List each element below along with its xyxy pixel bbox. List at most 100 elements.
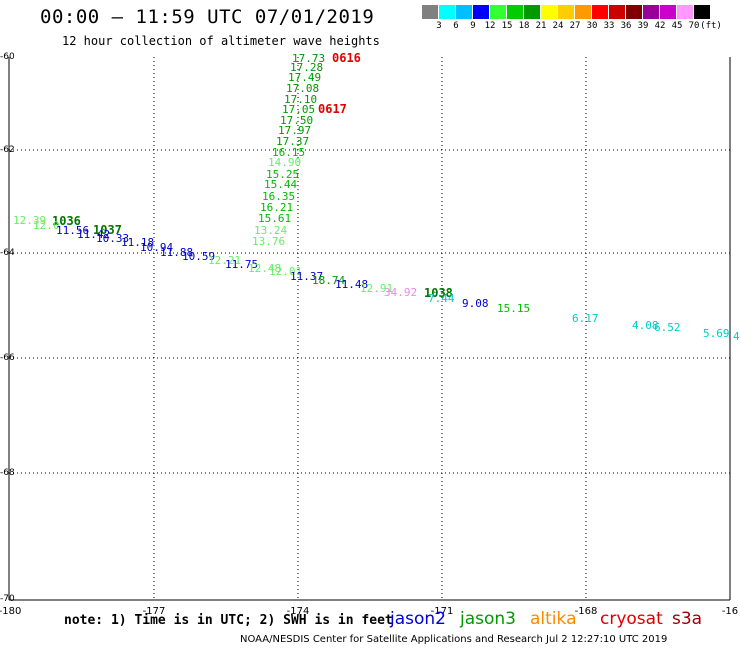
wave-height-label: 17.28 [290,61,323,74]
color-swatch [660,5,677,19]
color-swatch [592,5,609,19]
wave-height-label: 7.44 [428,292,455,305]
y-tick-label: -68 [0,468,15,478]
color-swatch [558,5,575,19]
pass-time-label: 0617 [318,102,347,116]
wave-height-label: 11.75 [225,258,258,271]
wave-height-label: 17.49 [288,71,321,84]
wave-height-label: 14.90 [268,156,301,169]
wave-height-label: 17.05 [282,103,315,116]
color-scale [422,5,711,19]
wave-height-label: 12.21 [208,254,241,267]
color-swatch [643,5,660,19]
color-scale-label: 12 [484,21,496,31]
wave-height-label: 17.10 [284,93,317,106]
wave-height-label: 15.61 [258,212,291,225]
pass-time-label: 1038 [424,286,453,300]
color-swatch [609,5,626,19]
color-swatch [473,5,490,19]
wave-height-label: 11.56 [56,224,89,237]
y-tick-label: -62 [0,145,15,155]
color-swatch [456,5,473,19]
wave-height-label: 17.50 [280,114,313,127]
wave-height-label: 16.35 [262,190,295,203]
wave-height-label: 13.24 [254,224,287,237]
color-swatch [541,5,558,19]
color-scale-label: 39 [637,21,649,31]
legend-item-s3a: s3a [672,609,703,629]
color-scale-label: 36 [620,21,632,31]
color-scale-label: 21 [535,21,547,31]
wave-height-label: 12.0 [33,219,60,232]
color-scale-label: 9 [470,21,476,31]
legend-item-cryosat: cryosat [600,609,663,629]
y-tick-label: -60 [0,52,15,62]
wave-height-label: 11.88 [160,246,193,259]
color-scale-label: 18 [518,21,530,31]
color-scale-label: 45 [671,21,683,31]
wave-height-label: 10.59 [182,250,215,263]
color-swatch [490,5,507,19]
wave-height-label: 11.18 [121,236,154,249]
wave-height-label: 4 [733,330,740,343]
map-subtitle: 12 hour collection of altimeter wave hei… [62,34,380,48]
color-scale-label: 27 [569,21,581,31]
color-scale-label: 30 [586,21,598,31]
legend-item-jason3: jason3 [460,609,516,629]
wave-height-label: 5.69 [703,327,730,340]
color-scale-label: 24 [552,21,564,31]
color-swatch [524,5,541,19]
wave-height-label: 6.52 [654,321,681,334]
pass-time-label: 1037 [93,223,122,237]
units-note: note: 1) Time is in UTC; 2) SWH is in fe… [64,613,393,628]
color-swatch [422,5,439,19]
y-tick-label: -70 [0,594,15,604]
wave-height-label: 16.21 [260,201,293,214]
pass-time-label: 1036 [52,214,81,228]
wave-height-label: 11.37 [290,270,323,283]
color-swatch [439,5,456,19]
wave-height-label: 10.94 [140,241,173,254]
x-tick-label: -171 [431,606,454,617]
map-grid [8,57,731,601]
wave-height-label: 15.25 [266,168,299,181]
wave-height-label: 12.39 [13,214,46,227]
wave-height-label: 17.97 [278,124,311,137]
color-swatch [507,5,524,19]
color-swatch [694,5,711,19]
axis-ticks: -180 -177 -174 -171 -168 -16 -60 -62 -64 -66 -68 -7… [0,52,738,617]
y-tick-label: -64 [0,248,15,258]
wave-height-label: 17.73 [292,52,325,65]
legend-item-jason2: jason2 [390,609,446,629]
wave-height-label: 15.15 [497,302,530,315]
x-tick-label: -177 [143,606,166,617]
color-scale-labels: 3 6 9 12 15 18 21 24 27 30 33 36 39 42 45 70 (ft) [422,21,740,33]
y-tick-label: -66 [0,353,15,363]
color-scale-label: (ft) [700,21,722,31]
wave-height-label: 17.08 [286,82,319,95]
wave-height-label: 11.48 [335,278,368,291]
wave-height-label: 4.08 [632,319,659,332]
wave-height-label: 9.08 [462,297,489,310]
color-scale-label: 15 [501,21,513,31]
color-swatch [575,5,592,19]
wave-height-label: 15.44 [264,178,297,191]
wave-height-label: 12.48 [248,262,281,275]
x-tick-label: -180 [0,606,21,617]
wave-height-label: 34.92 [384,286,417,299]
color-scale-label: 42 [654,21,666,31]
color-scale-label: 33 [603,21,615,31]
wave-height-label: 17.37 [276,135,309,148]
wave-height-label: 6.17 [572,312,599,325]
wave-height-label: 11.42 [77,228,110,241]
footer-credit: NOAA/NESDIS Center for Satellite Applica… [240,634,668,645]
color-scale-label: 6 [453,21,459,31]
pass-time-label: 0616 [332,51,361,65]
x-tick-label: -16 [722,606,738,617]
color-swatch [677,5,694,19]
map-title: 00:00 – 11:59 UTC 07/01/2019 [40,6,375,28]
legend-item-altika: altika [530,609,577,629]
wave-height-label: 13.76 [252,235,285,248]
observations-layer: 0616 0617 1036 1037 1038 17.7317.2817.4917.08… [13,51,740,343]
